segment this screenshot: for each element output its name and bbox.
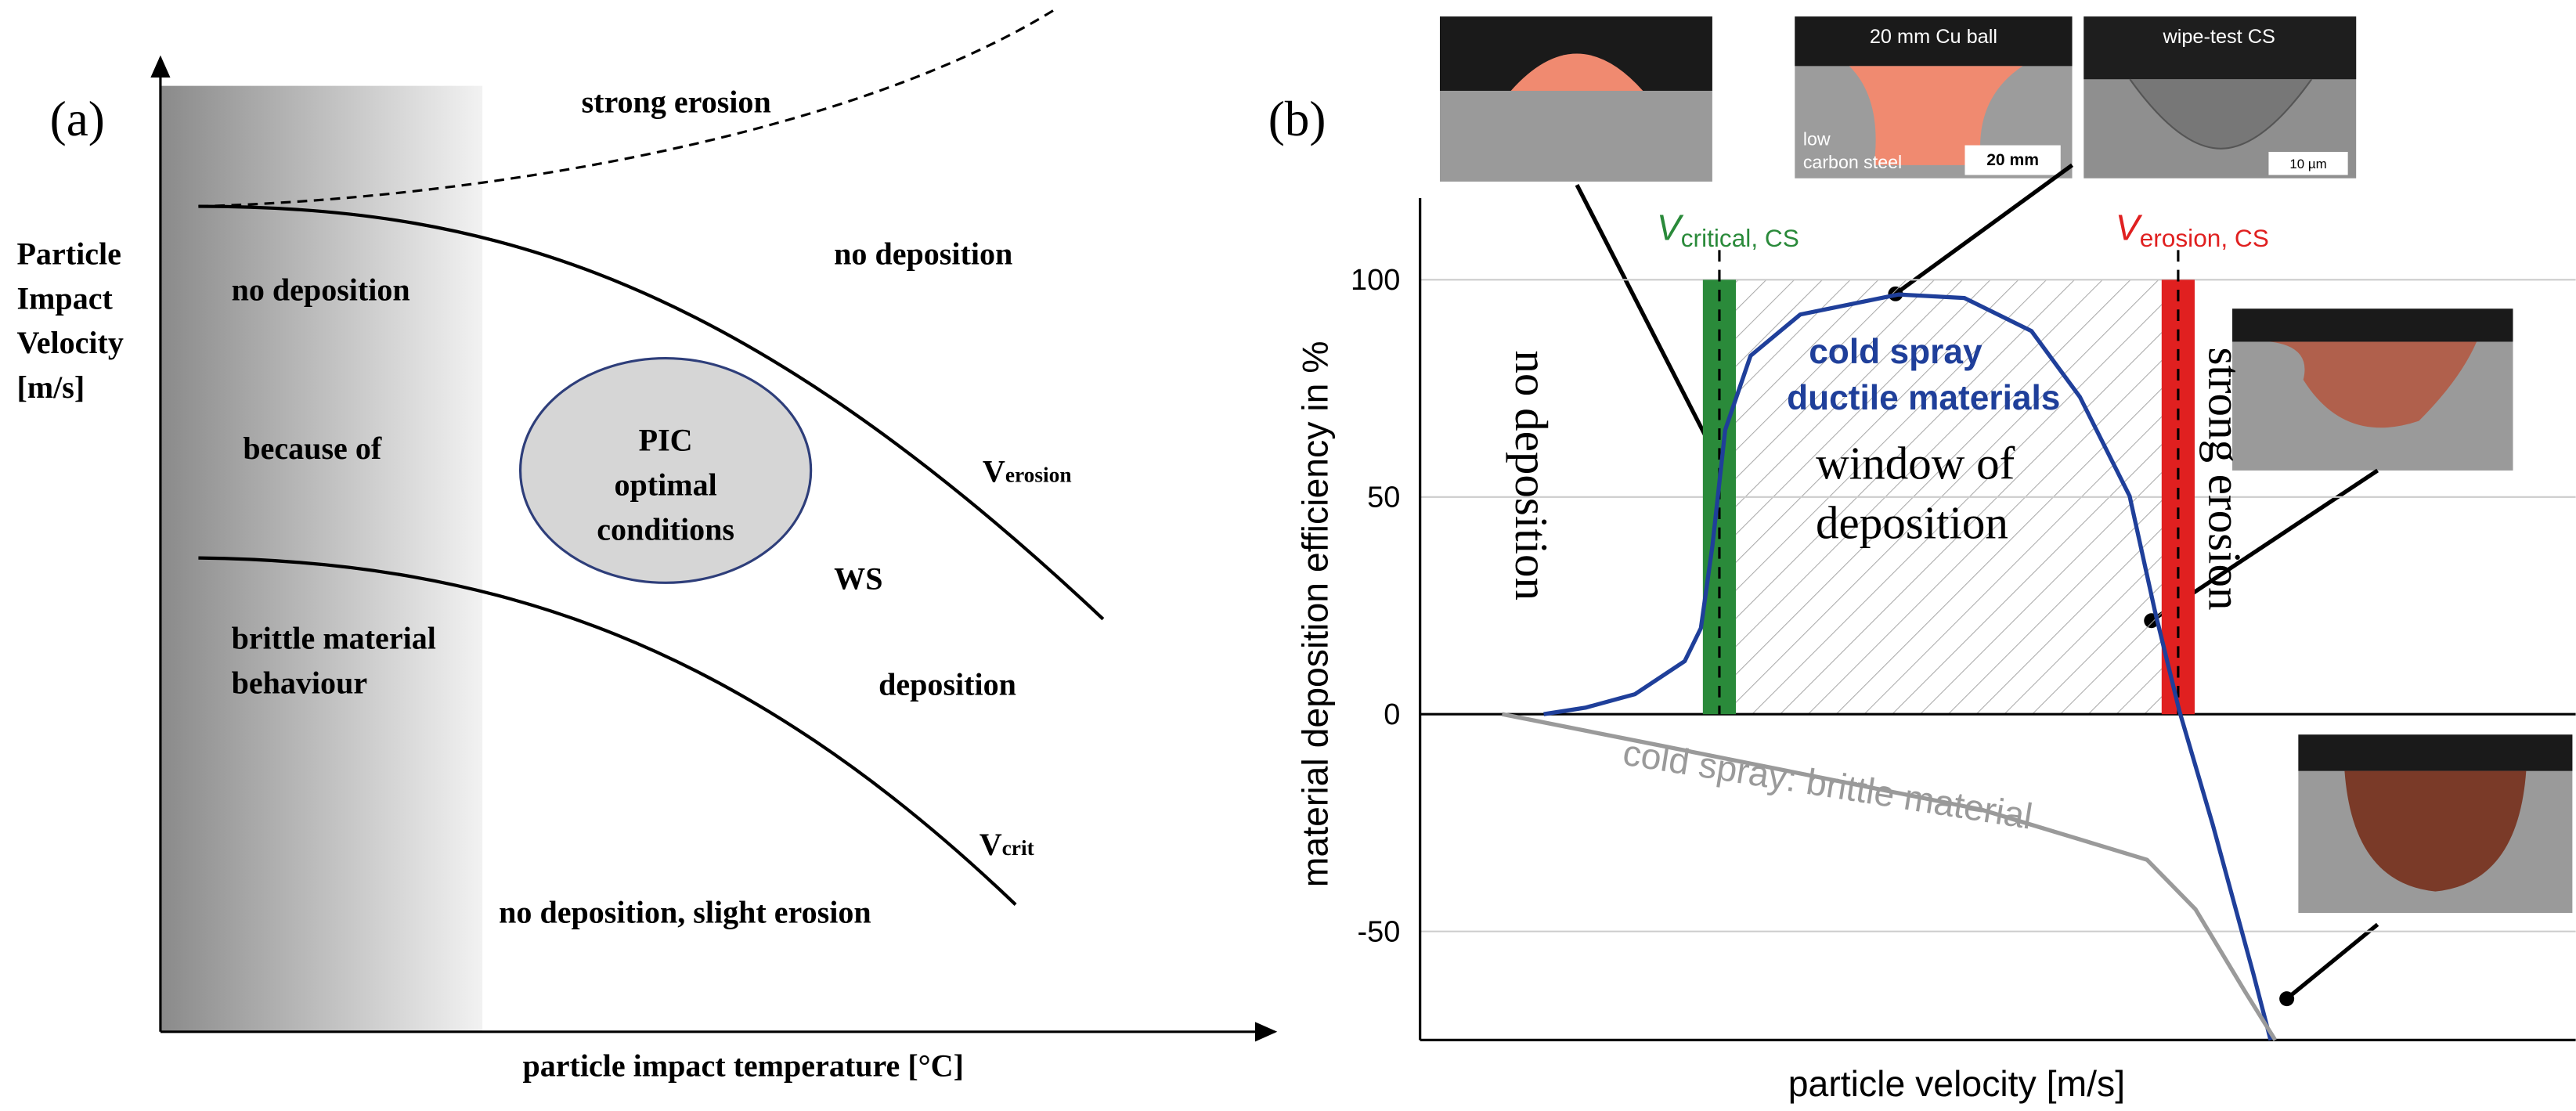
circle-label: conditions xyxy=(597,511,734,546)
y-tick-label: 50 xyxy=(1367,481,1400,514)
threshold-label: Vcritical, CS xyxy=(1657,207,1799,252)
y-axis-label: Particle xyxy=(16,236,121,271)
region-label: strong erosion xyxy=(582,84,771,119)
v-crit-label: Vcrit xyxy=(980,827,1034,862)
series-line xyxy=(1501,712,2278,1041)
circle-label: optimal xyxy=(614,467,716,503)
region-label: behaviour xyxy=(232,666,368,701)
y-tick-label: 0 xyxy=(1384,698,1400,731)
threshold-label: Verosion, CS xyxy=(2116,207,2269,252)
threshold-subscript: erosion, CS xyxy=(2140,224,2269,252)
photo-label: low xyxy=(1803,129,1831,150)
annotation: window of xyxy=(1816,437,2015,489)
threshold-symbol: V xyxy=(2116,207,2143,248)
scale-label: 10 µm xyxy=(2289,157,2326,171)
annotation: deposition xyxy=(1816,496,2008,548)
region-label: no deposition xyxy=(834,236,1012,271)
v-erosion-label: Verosion xyxy=(983,454,1072,489)
annotation: no deposition xyxy=(1506,350,1557,601)
x-axis-label: particle velocity [m/s] xyxy=(1788,1063,2125,1104)
v-crit-curve xyxy=(198,556,1017,906)
region-label: deposition xyxy=(879,667,1016,702)
scale-label: 20 mm xyxy=(1986,151,2039,169)
threshold-symbol: V xyxy=(1657,207,1684,248)
photos: 20 mm Cu ball low carbon steel 20 mm wip… xyxy=(1439,16,2573,1007)
y-axis-label: [m/s] xyxy=(16,370,85,405)
y-tick-label: -50 xyxy=(1358,915,1401,948)
legend-line: cold spray xyxy=(1809,333,1983,371)
legend-label: cold spray ductile materials xyxy=(1787,333,2060,417)
photo xyxy=(1439,16,1712,182)
photo: 20 mm Cu ball low carbon steel 20 mm xyxy=(1795,16,2073,179)
circle-label: PIC xyxy=(639,423,693,458)
photo-label: carbon steel xyxy=(1803,152,1902,172)
region-label: no deposition, slight erosion xyxy=(499,895,871,930)
y-axis-label: Velocity xyxy=(16,325,123,360)
region-label: because of xyxy=(243,431,382,466)
threshold-subscript: critical, CS xyxy=(1681,224,1799,252)
photo xyxy=(2298,734,2573,913)
erosion-boundary xyxy=(198,7,1058,208)
legend-line: ductile materials xyxy=(1787,379,2060,417)
panel-a: (a) Particle Impact Velocity [m/s] parti… xyxy=(16,7,1278,1084)
v-erosion-curve xyxy=(198,204,1105,621)
leader-lines xyxy=(1575,163,2379,1001)
region-label: WS xyxy=(834,561,882,597)
panel-label: (a) xyxy=(50,92,105,146)
pic-circle xyxy=(518,356,813,584)
photo: wipe-test CS 10 µm xyxy=(2084,16,2357,179)
region-label: brittle material xyxy=(232,621,436,656)
y-axis-label: Impact xyxy=(16,280,113,316)
x-axis-label: particle impact temperature [°C] xyxy=(522,1048,964,1084)
y-axis-label: material deposition efficiency in % xyxy=(1295,341,1336,887)
photo xyxy=(2232,308,2513,471)
series-line xyxy=(1543,292,2273,1041)
photo-label: wipe-test CS xyxy=(2162,26,2275,48)
y-tick-label: 100 xyxy=(1351,264,1400,297)
legend-label: cold spray: brittle material xyxy=(1620,732,2035,837)
region-label: no deposition xyxy=(232,272,410,308)
annotation: strong erosion xyxy=(2199,347,2251,610)
panel-label: (b) xyxy=(1268,92,1326,146)
photo-label: 20 mm Cu ball xyxy=(1870,26,1997,48)
